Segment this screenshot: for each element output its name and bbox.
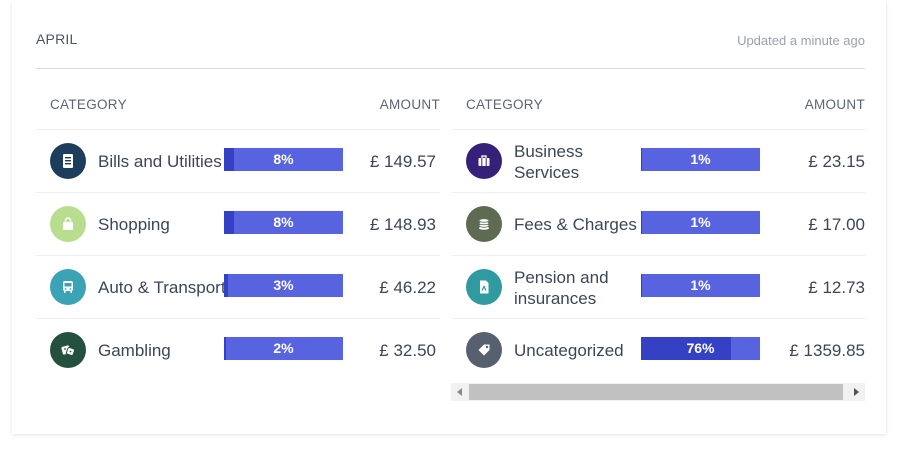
category-column-header[interactable]: CATEGORY xyxy=(466,97,543,112)
category-table-right: CATEGORY AMOUNT Business Services 1% £ 2… xyxy=(452,88,865,382)
amount-value: £ 32.50 xyxy=(379,341,436,360)
category-table-left: CATEGORY AMOUNT Bills and Utilities 8% £… xyxy=(36,88,440,382)
month-title: APRIL xyxy=(36,31,78,47)
percent-label: 8% xyxy=(273,151,294,167)
document-icon xyxy=(50,143,86,179)
briefcase-icon xyxy=(466,143,502,179)
amount-value: £ 46.22 xyxy=(379,278,436,297)
percent-bar: 3% xyxy=(224,274,343,297)
amount-value: £ 17.00 xyxy=(808,215,865,234)
coins-icon xyxy=(466,206,502,242)
amount-value: £ 149.57 xyxy=(369,152,436,171)
table-row[interactable]: Uncategorized 76% £ 1359.85 xyxy=(452,319,865,382)
category-name: Bills and Utilities xyxy=(98,152,222,171)
percent-bar: 8% xyxy=(224,211,343,234)
category-name: Pension and insurances xyxy=(514,267,609,308)
amount-column-header[interactable]: AMOUNT xyxy=(379,97,440,112)
dice-icon xyxy=(50,332,86,368)
percent-bar: 1% xyxy=(641,274,760,297)
percent-label: 2% xyxy=(273,340,294,356)
table-row[interactable]: Bills and Utilities 8% £ 149.57 xyxy=(36,130,440,193)
percent-bar-fill xyxy=(224,337,227,360)
shopping-bag-icon xyxy=(50,206,86,242)
percent-bar-fill xyxy=(224,211,234,234)
amount-value: £ 23.15 xyxy=(808,152,865,171)
percent-bar: 1% xyxy=(641,148,760,171)
percent-label: 3% xyxy=(273,277,294,293)
category-name: Fees & Charges xyxy=(514,215,637,234)
category-name: Uncategorized xyxy=(514,341,624,360)
percent-label: 76% xyxy=(686,340,715,356)
updated-timestamp: Updated a minute ago xyxy=(737,33,865,48)
divider xyxy=(36,68,865,69)
horizontal-scrollbar[interactable] xyxy=(451,383,865,401)
percent-bar-fill xyxy=(224,274,228,297)
category-name: Auto & Transport xyxy=(98,278,226,297)
amount-column-header[interactable]: AMOUNT xyxy=(804,97,865,112)
percent-label: 1% xyxy=(690,151,711,167)
percent-label: 1% xyxy=(690,214,711,230)
percent-bar: 76% xyxy=(641,337,760,360)
table-row[interactable]: Gambling 2% £ 32.50 xyxy=(36,319,440,382)
percent-bar-fill xyxy=(641,274,643,297)
table-row[interactable]: Business Services 1% £ 23.15 xyxy=(452,130,865,193)
percent-bar: 8% xyxy=(224,148,343,171)
table-row[interactable]: Fees & Charges 1% £ 17.00 xyxy=(452,193,865,256)
scroll-right-arrow-icon[interactable] xyxy=(847,383,865,401)
percent-bar-fill xyxy=(641,148,643,171)
table-header: CATEGORY AMOUNT xyxy=(452,88,865,130)
table-row[interactable]: Shopping 8% £ 148.93 xyxy=(36,193,440,256)
tag-icon xyxy=(466,332,502,368)
percent-bar: 2% xyxy=(224,337,343,360)
category-name: Business Services xyxy=(514,141,583,182)
percent-label: 8% xyxy=(273,214,294,230)
table-header: CATEGORY AMOUNT xyxy=(36,88,440,130)
table-row[interactable]: Auto & Transport 3% £ 46.22 xyxy=(36,256,440,319)
category-name: Shopping xyxy=(98,215,170,234)
amount-value: £ 1359.85 xyxy=(789,341,865,360)
percent-bar-fill xyxy=(224,148,234,171)
pension-document-icon xyxy=(466,269,502,305)
category-name: Gambling xyxy=(98,341,171,360)
percent-bar: 1% xyxy=(641,211,760,234)
percent-bar-fill xyxy=(641,211,643,234)
percent-bar-fill xyxy=(641,337,732,360)
category-column-header[interactable]: CATEGORY xyxy=(50,97,127,112)
bus-icon xyxy=(50,269,86,305)
amount-value: £ 148.93 xyxy=(369,215,436,234)
table-row[interactable]: Pension and insurances 1% £ 12.73 xyxy=(452,256,865,319)
scrollbar-thumb[interactable] xyxy=(469,384,843,400)
amount-value: £ 12.73 xyxy=(808,278,865,297)
spending-card: APRIL Updated a minute ago CATEGORY AMOU… xyxy=(12,0,886,434)
percent-label: 1% xyxy=(690,277,711,293)
scroll-left-arrow-icon[interactable] xyxy=(451,383,469,401)
